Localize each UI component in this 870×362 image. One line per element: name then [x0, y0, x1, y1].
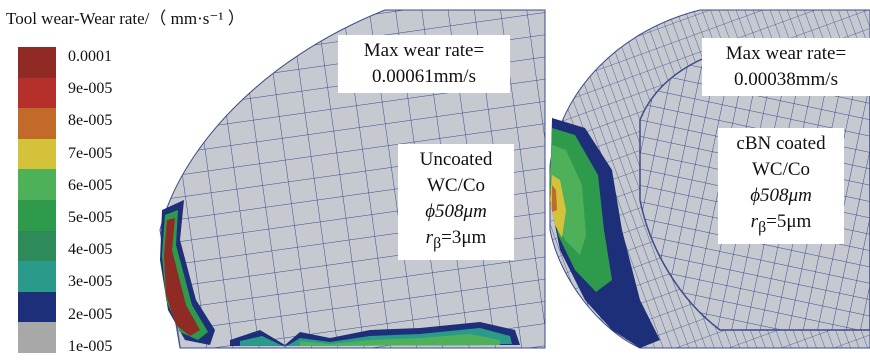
- colorbar-tick-label: 2e-005: [68, 305, 113, 323]
- uncoated-tool-spec: Uncoated WC/Co ϕ508μm rβ=3μm: [398, 144, 514, 260]
- colorbar-tick-label: 9e-005: [68, 80, 113, 98]
- coated-max-wear-label: Max wear rate= 0.00038mm/s: [702, 38, 870, 96]
- colorbar-tick-label: 3e-005: [68, 273, 113, 291]
- colorbar-segment: [18, 108, 56, 140]
- colorbar-tick-label: 0.0001: [68, 48, 112, 65]
- uncoated-tool-mesh: [159, 9, 546, 349]
- colorbar-tick-label: 1e-005: [68, 337, 113, 355]
- coated-tool-spec: cBN coated WC/Co ϕ508μm rβ=5μm: [718, 128, 844, 244]
- colorbar-segment: [18, 169, 56, 201]
- colorbar-tick-label: 7e-005: [68, 144, 113, 162]
- colorbar-segment: [18, 47, 56, 79]
- colorbar-tick-label: 6e-005: [68, 176, 113, 194]
- coated-wear-bands: [550, 118, 660, 348]
- colorbar-tick-label: 8e-005: [68, 112, 113, 130]
- colorbar-segment: [18, 200, 56, 232]
- colorbar-segment: [18, 261, 56, 293]
- uncoated-max-wear-label: Max wear rate= 0.00061mm/s: [338, 35, 510, 93]
- colorbar-segment: [18, 230, 56, 262]
- colorbar-tick-label: 4e-005: [68, 241, 113, 259]
- colorbar-segment: [18, 77, 56, 109]
- colorbar-segment: [18, 322, 56, 354]
- legend-title: Tool wear-Wear rate/（ mm·s⁻¹ ）: [6, 9, 245, 28]
- colorbar-segment: [18, 291, 56, 323]
- colorbar-segment: [18, 138, 56, 170]
- uncoated-wear-bands: [160, 200, 520, 347]
- colorbar: [18, 47, 56, 354]
- colorbar-tick-label: 5e-005: [68, 209, 113, 227]
